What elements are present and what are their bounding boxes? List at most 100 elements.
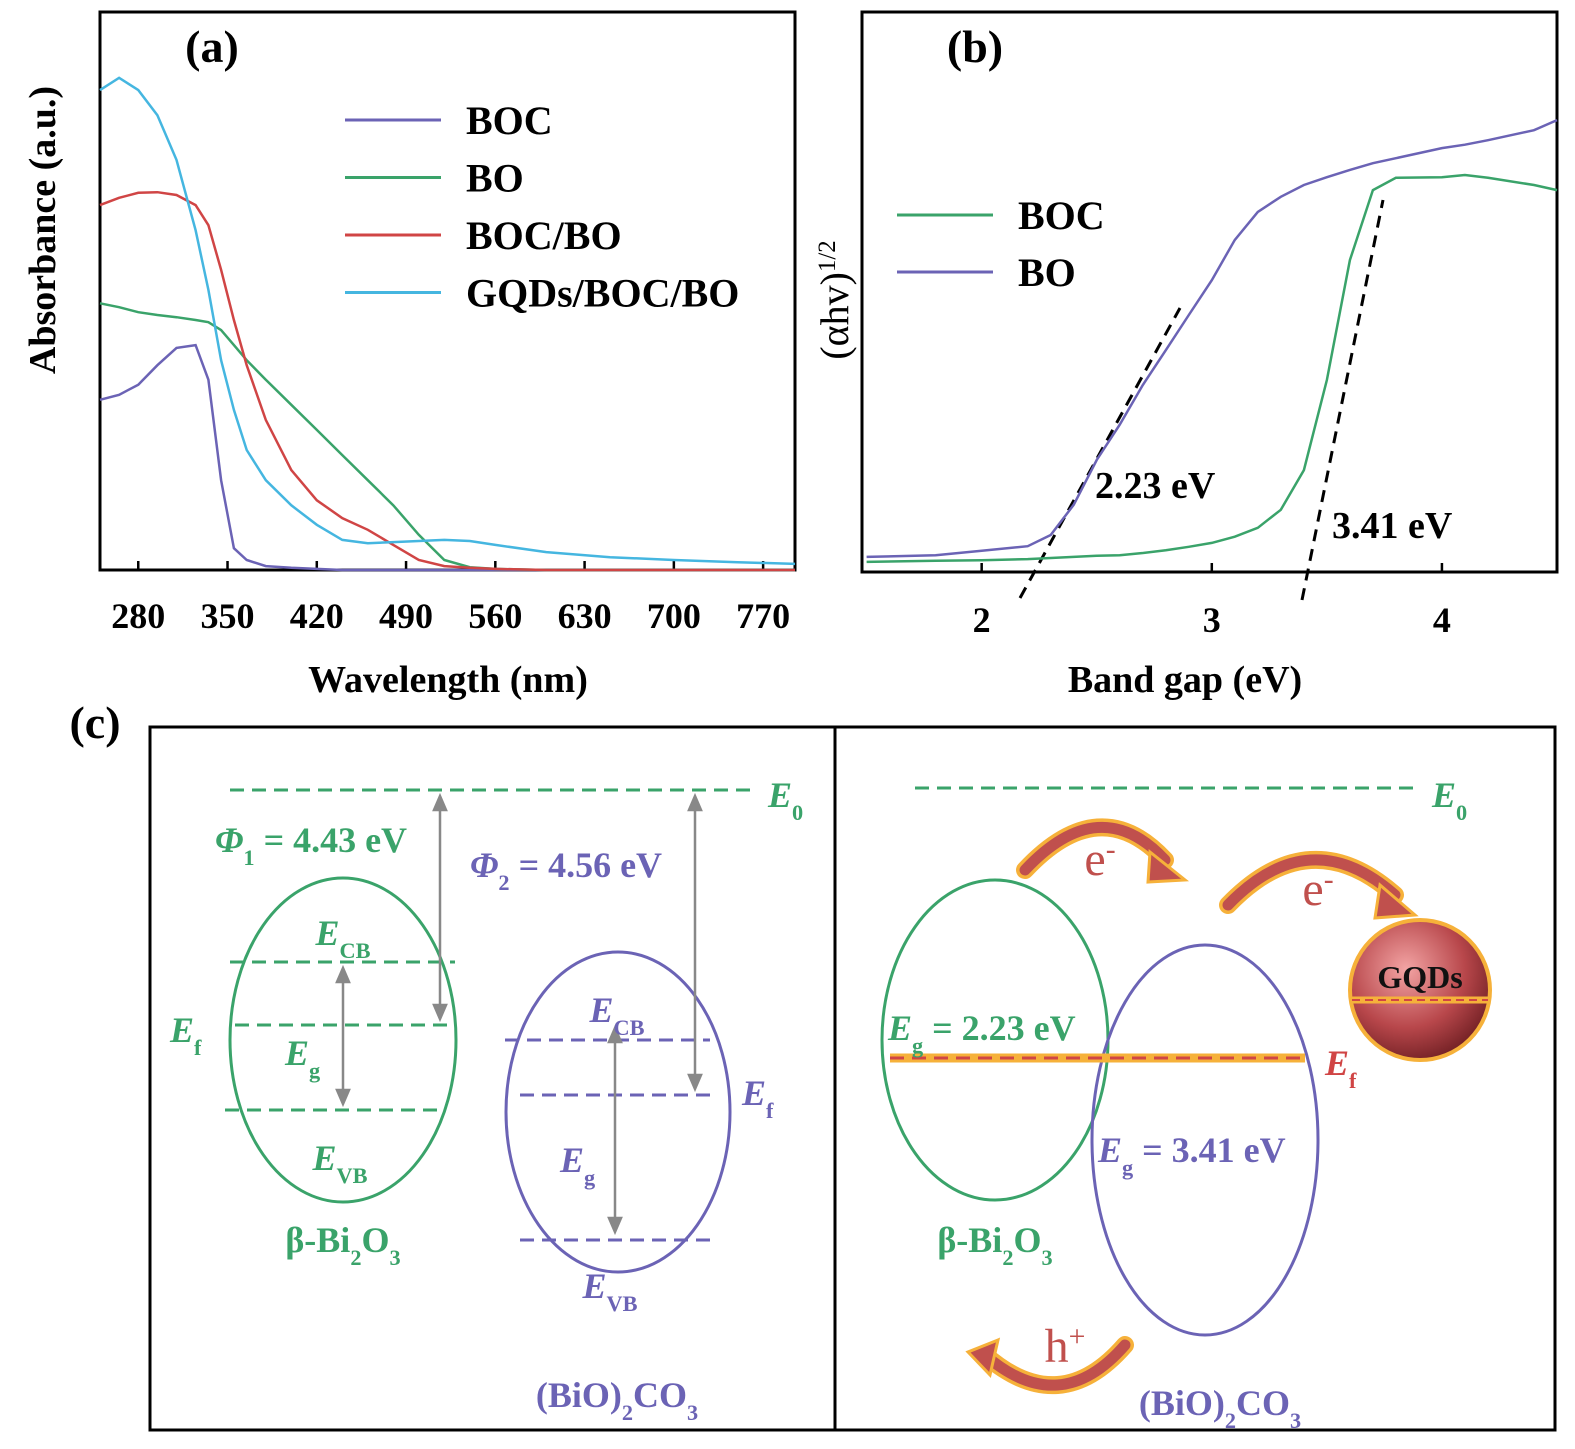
label-part: Absorbance (a.u.) [22, 86, 64, 374]
label-part: E [581, 1266, 606, 1306]
label-part: β-Bi [937, 1220, 1002, 1260]
arrow-heads [965, 849, 1419, 1379]
x-tick-label: 350 [201, 596, 255, 636]
label-part: 2 [622, 1400, 633, 1425]
label-part: Φ [470, 845, 498, 885]
label-part: E [169, 1010, 194, 1050]
label: (BiO)2CO3 [1139, 1383, 1301, 1433]
label-part: CO [633, 1375, 687, 1415]
carrier-label: e- [1302, 863, 1333, 917]
x-tick-label: 490 [379, 596, 433, 636]
label: ECB [314, 913, 370, 963]
label-part: VB [337, 1163, 368, 1188]
label-part: = 4.43 eV [255, 820, 408, 860]
label-part: 3 [687, 1400, 698, 1425]
label: Ef [169, 1010, 202, 1060]
label-part: = 2.23 eV [923, 1008, 1076, 1048]
label: Φ2 = 4.56 eV [470, 845, 662, 895]
legend-label: BO [466, 156, 524, 201]
legend-label: BOC [466, 98, 553, 143]
label: β-Bi2O3 [285, 1220, 400, 1270]
gqd-label: GQDs [1377, 959, 1462, 995]
tangent-line [1300, 199, 1385, 601]
bi2o3-ellipse [228, 876, 458, 1204]
label-part: g [584, 1165, 595, 1190]
bioco3-ellipse [504, 950, 732, 1274]
label-part: Φ [215, 820, 243, 860]
label: Ef [741, 1073, 774, 1123]
label-part: 3 [1041, 1245, 1052, 1270]
x-axis-label: Band gap (eV) [1068, 659, 1302, 701]
annotation: 3.41 eV [1332, 505, 1453, 547]
label-part: E [767, 775, 792, 815]
panel-label: (b) [947, 21, 1003, 72]
label-part: CO [1236, 1383, 1290, 1423]
legend-label: BO [1018, 250, 1076, 295]
label-part: (αhv) [812, 272, 857, 360]
data-line [99, 302, 795, 572]
label-part: E [887, 1008, 912, 1048]
y-axis-label: Absorbance (a.u.) [22, 86, 64, 374]
label: (BiO)2CO3 [536, 1375, 698, 1425]
gqd-sphere [1348, 918, 1492, 1062]
legend-label: BOC [1018, 193, 1105, 238]
label-part: E [314, 913, 339, 953]
label-part: CB [614, 1015, 645, 1040]
x-tick-label: 700 [647, 596, 701, 636]
label: Eg = 2.23 eV [887, 1008, 1076, 1058]
label: Eg [284, 1033, 320, 1083]
label: Eg [559, 1140, 595, 1190]
annotation: 2.23 eV [1095, 465, 1216, 507]
data-line [866, 173, 1558, 564]
data-line [99, 190, 795, 572]
label-part: (BiO) [1139, 1383, 1225, 1423]
diagram-frame [148, 725, 1557, 1432]
label: E0 [767, 775, 803, 825]
data-line [99, 76, 796, 566]
label-part: f [766, 1098, 774, 1123]
label-part: E [1097, 1130, 1122, 1170]
label-part: f [1349, 1068, 1357, 1093]
label: Eg = 3.41 eV [1097, 1130, 1286, 1180]
legend-label: GQDs/BOC/BO [466, 271, 739, 316]
label: Φ1 = 4.43 eV [215, 820, 407, 870]
data-line [99, 343, 795, 572]
label-part: E [1324, 1043, 1349, 1083]
label-part: - [1324, 863, 1334, 896]
label-part: E [588, 990, 613, 1030]
x-tick-label: 770 [736, 596, 790, 636]
x-tick-label: 280 [111, 596, 165, 636]
label-part: 0 [792, 800, 803, 825]
y-axis-label: (αhv)1/2 [812, 240, 857, 359]
label: Ef [1324, 1043, 1357, 1093]
label-part: O [1013, 1220, 1041, 1260]
label-part: 2 [1002, 1245, 1013, 1270]
label-part: e [1084, 833, 1105, 886]
label-part: E [741, 1073, 766, 1113]
carrier-label: h+ [1045, 1320, 1086, 1374]
panel-label: (c) [69, 697, 120, 748]
x-tick-label: 420 [290, 596, 344, 636]
x-axis-label: Wavelength (nm) [308, 659, 588, 701]
label-part: 2 [498, 870, 509, 895]
label-part: E [1431, 775, 1456, 815]
label: β-Bi2O3 [937, 1220, 1052, 1270]
label-part: 1 [243, 845, 254, 870]
label-part: O [361, 1220, 389, 1260]
x-tick-label: 2 [973, 600, 991, 640]
arrows [335, 792, 703, 1236]
panel-label: (a) [185, 21, 239, 72]
carrier-arrows [976, 818, 1404, 1394]
label-part: (BiO) [536, 1375, 622, 1415]
label-part: 2 [350, 1245, 361, 1270]
label-part: - [1106, 833, 1116, 866]
x-tick-label: 560 [468, 596, 522, 636]
label-part: g [309, 1058, 320, 1083]
label-part: 3 [389, 1245, 400, 1270]
label-part: g [912, 1033, 923, 1058]
label-part: 0 [1456, 800, 1467, 825]
label-part: 2 [1225, 1408, 1236, 1433]
x-tick-label: 630 [558, 596, 612, 636]
label-part: e [1302, 863, 1323, 916]
label-part: 3 [1290, 1408, 1301, 1433]
